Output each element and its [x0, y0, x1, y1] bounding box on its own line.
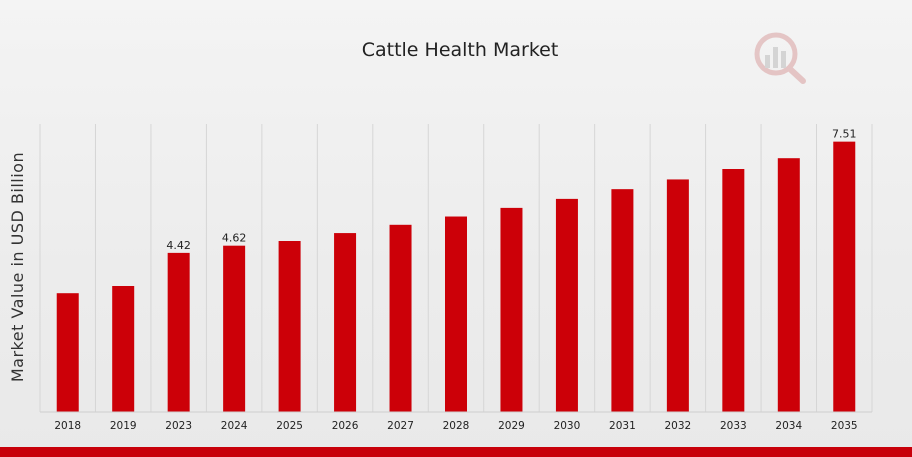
x-tick-label: 2032 [664, 420, 691, 432]
data-label: 4.42 [166, 239, 191, 252]
x-tick-label: 2028 [443, 420, 470, 432]
y-axis-label: Market Value in USD Billion [8, 152, 27, 382]
x-tick-label: 2033 [720, 420, 747, 432]
bar-2030 [555, 198, 578, 412]
magnifier-bar-chart-logo-icon [754, 32, 806, 84]
x-tick-label: 2034 [775, 420, 802, 432]
data-labels: 4.42 4.62 7.51 [166, 128, 856, 252]
x-tick-label: 2030 [554, 420, 581, 432]
bar-2027 [389, 224, 412, 412]
data-label: 7.51 [832, 128, 857, 141]
gridlines [39, 124, 873, 412]
bar-2019 [112, 286, 135, 412]
chart-title: Cattle Health Market [362, 39, 559, 61]
x-tick-label: 2035 [831, 420, 858, 432]
bar-2023 [167, 252, 190, 412]
x-tick-label: 2018 [54, 420, 81, 432]
bar-2035 [833, 141, 856, 412]
x-tick-label: 2023 [165, 420, 192, 432]
bar-2031 [611, 189, 634, 412]
x-tick-label: 2027 [387, 420, 414, 432]
bar-2033 [722, 169, 745, 412]
x-tick-label: 2019 [110, 420, 137, 432]
bar-2018 [56, 293, 79, 412]
x-tick-labels: 2018 2019 2023 2024 2025 2026 2027 2028 2029 2030… [54, 420, 857, 432]
bar-2032 [666, 179, 689, 412]
bar-2028 [445, 216, 467, 412]
x-tick-label: 2029 [498, 420, 525, 432]
bar-2034 [777, 158, 800, 412]
x-tick-label: 2026 [332, 420, 359, 432]
bars [56, 141, 856, 412]
x-tick-label: 2031 [609, 420, 636, 432]
bar-2029 [500, 207, 523, 412]
bar-2026 [334, 233, 357, 412]
data-label: 4.62 [222, 232, 247, 245]
bottom-accent-bar [0, 447, 912, 457]
bar-2024 [223, 245, 246, 412]
bar-2025 [278, 241, 301, 412]
x-tick-label: 2025 [276, 420, 303, 432]
x-tick-label: 2024 [221, 420, 248, 432]
